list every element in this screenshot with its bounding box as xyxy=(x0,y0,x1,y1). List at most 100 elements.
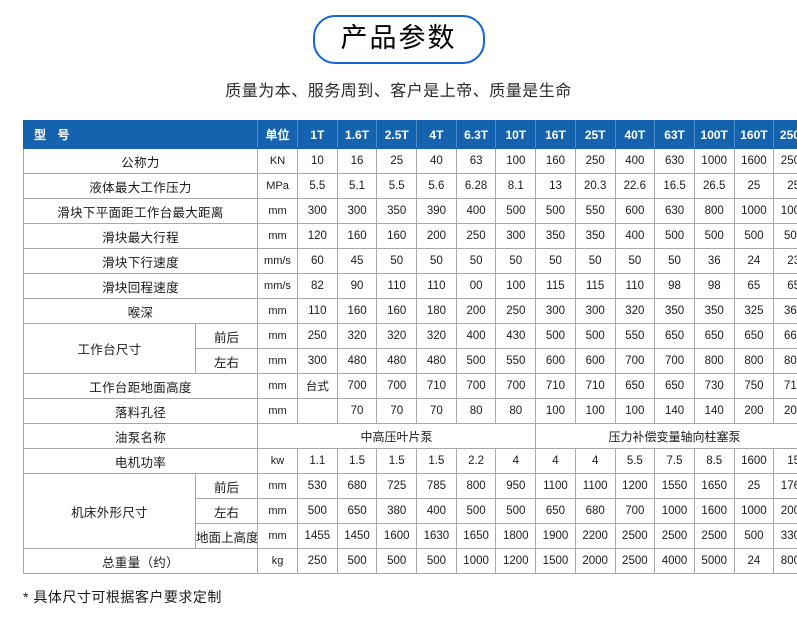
header-model-12: 250T xyxy=(773,120,797,150)
cell: 500 xyxy=(336,548,378,575)
cell: 1455 xyxy=(297,523,338,550)
header-model-11: 160T xyxy=(733,120,775,150)
row-label: 喉深 xyxy=(23,298,258,325)
sub-row-label: 地面上高度 xyxy=(195,523,258,550)
row-label: 落料孔径 xyxy=(23,398,258,425)
table-row: 电机功率 kw 1.1 1.5 1.5 1.5 2.2 4 4 4 5.5 7.… xyxy=(23,448,797,475)
row-unit: mm xyxy=(257,398,298,425)
header-model-4: 6.3T xyxy=(455,120,497,150)
cell: 1000 xyxy=(773,198,797,225)
row-unit: kw xyxy=(257,448,298,475)
cell: 40 xyxy=(416,148,457,175)
cell: 600 xyxy=(535,348,576,375)
cell: 400 xyxy=(416,498,457,525)
header-model-2: 2.5T xyxy=(376,120,418,150)
table-row: 工作台尺寸 前后 mm 250 320 320 320 400 430 500 … xyxy=(23,323,797,375)
cell: 650 xyxy=(336,498,378,525)
cell: 1.1 xyxy=(297,448,338,475)
cell: 2500 xyxy=(614,523,656,550)
header-model-name: 型 号 xyxy=(23,120,258,150)
cell: 650 xyxy=(614,373,656,400)
row-unit: mm xyxy=(257,348,298,375)
cell: 5.6 xyxy=(416,173,457,200)
row-unit: mm xyxy=(257,323,298,350)
table-row: 滑块回程速度 mm/s 82 90 110 110 00 100 115 115… xyxy=(23,273,797,300)
cell: 50 xyxy=(495,248,537,275)
cell: 400 xyxy=(614,148,656,175)
cell: 250 xyxy=(455,223,497,250)
row-unit: mm xyxy=(257,373,298,400)
cell: 500 xyxy=(495,498,537,525)
cell: 1800 xyxy=(495,523,537,550)
header-model-10: 100T xyxy=(693,120,735,150)
cell: 4 xyxy=(495,448,537,475)
cell: 390 xyxy=(416,198,457,225)
cell: 2.2 xyxy=(455,448,497,475)
cell: 725 xyxy=(376,473,418,500)
cell: 100 xyxy=(535,398,576,425)
cell: 300 xyxy=(495,223,537,250)
cell: 120 xyxy=(297,223,338,250)
cell: 320 xyxy=(614,298,656,325)
cell: 160 xyxy=(336,223,378,250)
cell: 350 xyxy=(654,298,695,325)
cell: 98 xyxy=(693,273,735,300)
cell: 750 xyxy=(733,373,775,400)
cell: 1600 xyxy=(376,523,418,550)
cell: 530 xyxy=(297,473,338,500)
cell: 5.5 xyxy=(376,173,418,200)
cell: 800 xyxy=(455,473,497,500)
cell: 50 xyxy=(535,248,576,275)
cell: 200 xyxy=(733,398,775,425)
cell: 25 xyxy=(733,473,775,500)
cell: 98 xyxy=(654,273,695,300)
table-row: 滑块最大行程 mm 120 160 160 200 250 300 350 35… xyxy=(23,223,797,250)
cell: 160 xyxy=(376,298,418,325)
header-model-5: 10T xyxy=(495,120,537,150)
cell: 350 xyxy=(574,223,616,250)
header-model-3: 4T xyxy=(416,120,457,150)
cell: 950 xyxy=(495,473,537,500)
cell: 680 xyxy=(574,498,616,525)
cell: 50 xyxy=(376,248,418,275)
cell: 710 xyxy=(416,373,457,400)
cell: 320 xyxy=(376,323,418,350)
cell: 700 xyxy=(455,373,497,400)
table-row: 地面上高度 mm 1455 1450 1600 1630 1650 1800 1… xyxy=(24,523,797,550)
cell: 7.5 xyxy=(654,448,695,475)
row-unit: mm/s xyxy=(257,273,298,300)
cell: 22.6 xyxy=(614,173,656,200)
row-label: 滑块回程速度 xyxy=(23,273,258,300)
header-row: 型 号 单位 1T 1.6T 2.5T 4T 6.3T 10T 16T 25T … xyxy=(23,120,797,150)
cell: 60 xyxy=(297,248,338,275)
cell: 4 xyxy=(535,448,576,475)
cell: 70 xyxy=(336,398,378,425)
row-unit: MPa xyxy=(257,173,298,200)
row-unit: mm xyxy=(257,473,298,500)
cell: 1550 xyxy=(654,473,695,500)
cell: 1.5 xyxy=(416,448,457,475)
cell: 1600 xyxy=(733,448,775,475)
cell: 550 xyxy=(495,348,537,375)
cell: 630 xyxy=(654,198,695,225)
cell: 300 xyxy=(574,298,616,325)
header-model-6: 16T xyxy=(535,120,576,150)
cell: 63 xyxy=(455,148,497,175)
table-row: 机床外形尺寸 前后 mm 530 680 725 785 800 950 110… xyxy=(23,473,797,550)
cell: 250 xyxy=(574,148,616,175)
cell: 430 xyxy=(495,323,537,350)
cell: 5.5 xyxy=(297,173,338,200)
cell: 1.5 xyxy=(336,448,378,475)
cell: 360 xyxy=(773,298,797,325)
cell: 6.28 xyxy=(455,173,497,200)
cell: 70 xyxy=(376,398,418,425)
cell: 700 xyxy=(495,373,537,400)
cell: 300 xyxy=(336,198,378,225)
cell: 160 xyxy=(376,223,418,250)
cell: 100 xyxy=(495,148,537,175)
cell: 1650 xyxy=(693,473,735,500)
cell: 710 xyxy=(535,373,576,400)
cell: 325 xyxy=(733,298,775,325)
cell: 500 xyxy=(376,548,418,575)
cell: 3305 xyxy=(773,523,797,550)
